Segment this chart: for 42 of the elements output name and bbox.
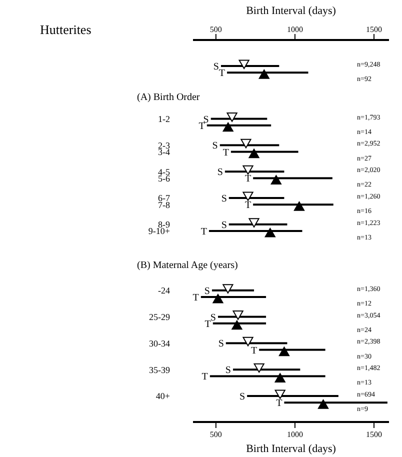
annotation: T <box>192 292 199 304</box>
y-tick-label: 30-34 <box>149 338 170 348</box>
annotation: S <box>203 114 209 126</box>
annotation: S <box>239 392 246 402</box>
annotation: S <box>218 338 224 350</box>
annotation: (A) Birth Order <box>137 92 200 103</box>
annotation: T <box>244 200 252 212</box>
y-tick-label: 2-3 <box>158 140 170 150</box>
annotation: S <box>221 194 227 204</box>
y-tick-label: 6-7 <box>158 193 170 204</box>
annotation: (B) Maternal Age (years) <box>137 260 238 271</box>
annotation: T <box>202 372 208 383</box>
y-tick-label: -24 <box>158 286 170 296</box>
x2-tick-label: 1500 <box>366 25 382 34</box>
annotation: T <box>200 226 207 238</box>
x2-tick-label: 1000 <box>286 25 303 34</box>
y-tick-label: 40+ <box>156 391 170 402</box>
annotation: S <box>217 167 223 178</box>
annotation: T <box>244 174 252 185</box>
annotation: T <box>218 68 225 80</box>
y-tick-label: 35-39 <box>149 364 170 375</box>
annotation: T <box>250 345 258 356</box>
annotation: S <box>210 312 216 324</box>
annotation: S <box>204 286 210 297</box>
annotation: T <box>204 318 211 330</box>
annotation: T <box>222 147 229 158</box>
annotation: S <box>225 365 231 376</box>
annotation: S <box>221 220 227 231</box>
x-tick-label: 1500 <box>366 430 382 439</box>
annotation: T <box>198 120 205 132</box>
annotation: T <box>276 398 282 410</box>
text: Hutterites <box>40 22 92 37</box>
x-tick-label: 1000 <box>286 430 303 439</box>
x2-axis-title: Birth Interval (days) <box>246 5 336 17</box>
x-tick-label: 500 <box>210 430 222 439</box>
y-tick-label: 4-5 <box>158 166 170 177</box>
x2-tick-label: 500 <box>210 25 222 34</box>
annotation: S <box>212 140 218 152</box>
y-tick-label: 1-2 <box>158 114 170 124</box>
x-axis-title: Birth Interval (days) <box>246 443 336 455</box>
y-tick-label: 25-29 <box>149 312 170 322</box>
annotation: S <box>213 62 219 72</box>
